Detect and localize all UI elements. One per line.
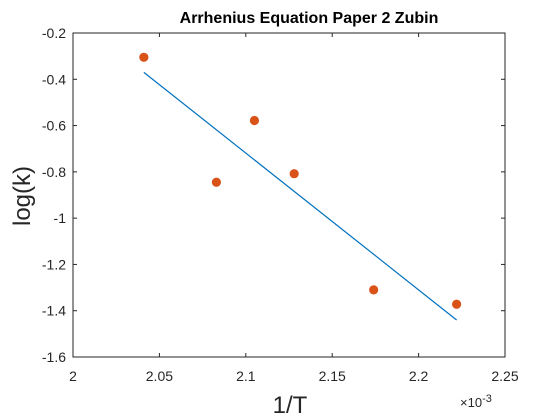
x-tick-label: 2.1 xyxy=(236,368,256,384)
x-tick-label: 2.2 xyxy=(409,368,429,384)
y-tick-label: -0.8 xyxy=(42,164,66,180)
plot-area xyxy=(73,33,505,357)
data-point xyxy=(369,285,378,294)
y-tick-label: -0.2 xyxy=(42,25,66,41)
y-tick-label: -1.2 xyxy=(42,256,66,272)
data-point xyxy=(139,53,148,62)
data-point xyxy=(452,300,461,309)
data-point xyxy=(290,169,299,178)
y-tick-label: -1.6 xyxy=(42,349,66,365)
x-tick-label: 2 xyxy=(69,368,77,384)
y-tick-label: -0.4 xyxy=(42,71,66,87)
y-axis-label: log(k) xyxy=(9,166,36,226)
x-tick-label: 2.15 xyxy=(319,368,346,384)
data-point xyxy=(212,178,221,187)
x-axis-exponent-base: ×10 xyxy=(460,395,482,410)
chart-title: Arrhenius Equation Paper 2 Zubin xyxy=(180,10,439,27)
x-tick-label: 2.05 xyxy=(146,368,173,384)
y-tick-label: -0.6 xyxy=(42,118,66,134)
x-axis-exponent-power: -3 xyxy=(482,393,492,405)
data-point xyxy=(250,116,259,125)
x-tick-label: 2.25 xyxy=(491,368,518,384)
y-tick-label: -1.4 xyxy=(42,303,66,319)
x-axis-label: 1/T xyxy=(273,392,308,419)
y-tick-label: -1 xyxy=(54,210,67,226)
